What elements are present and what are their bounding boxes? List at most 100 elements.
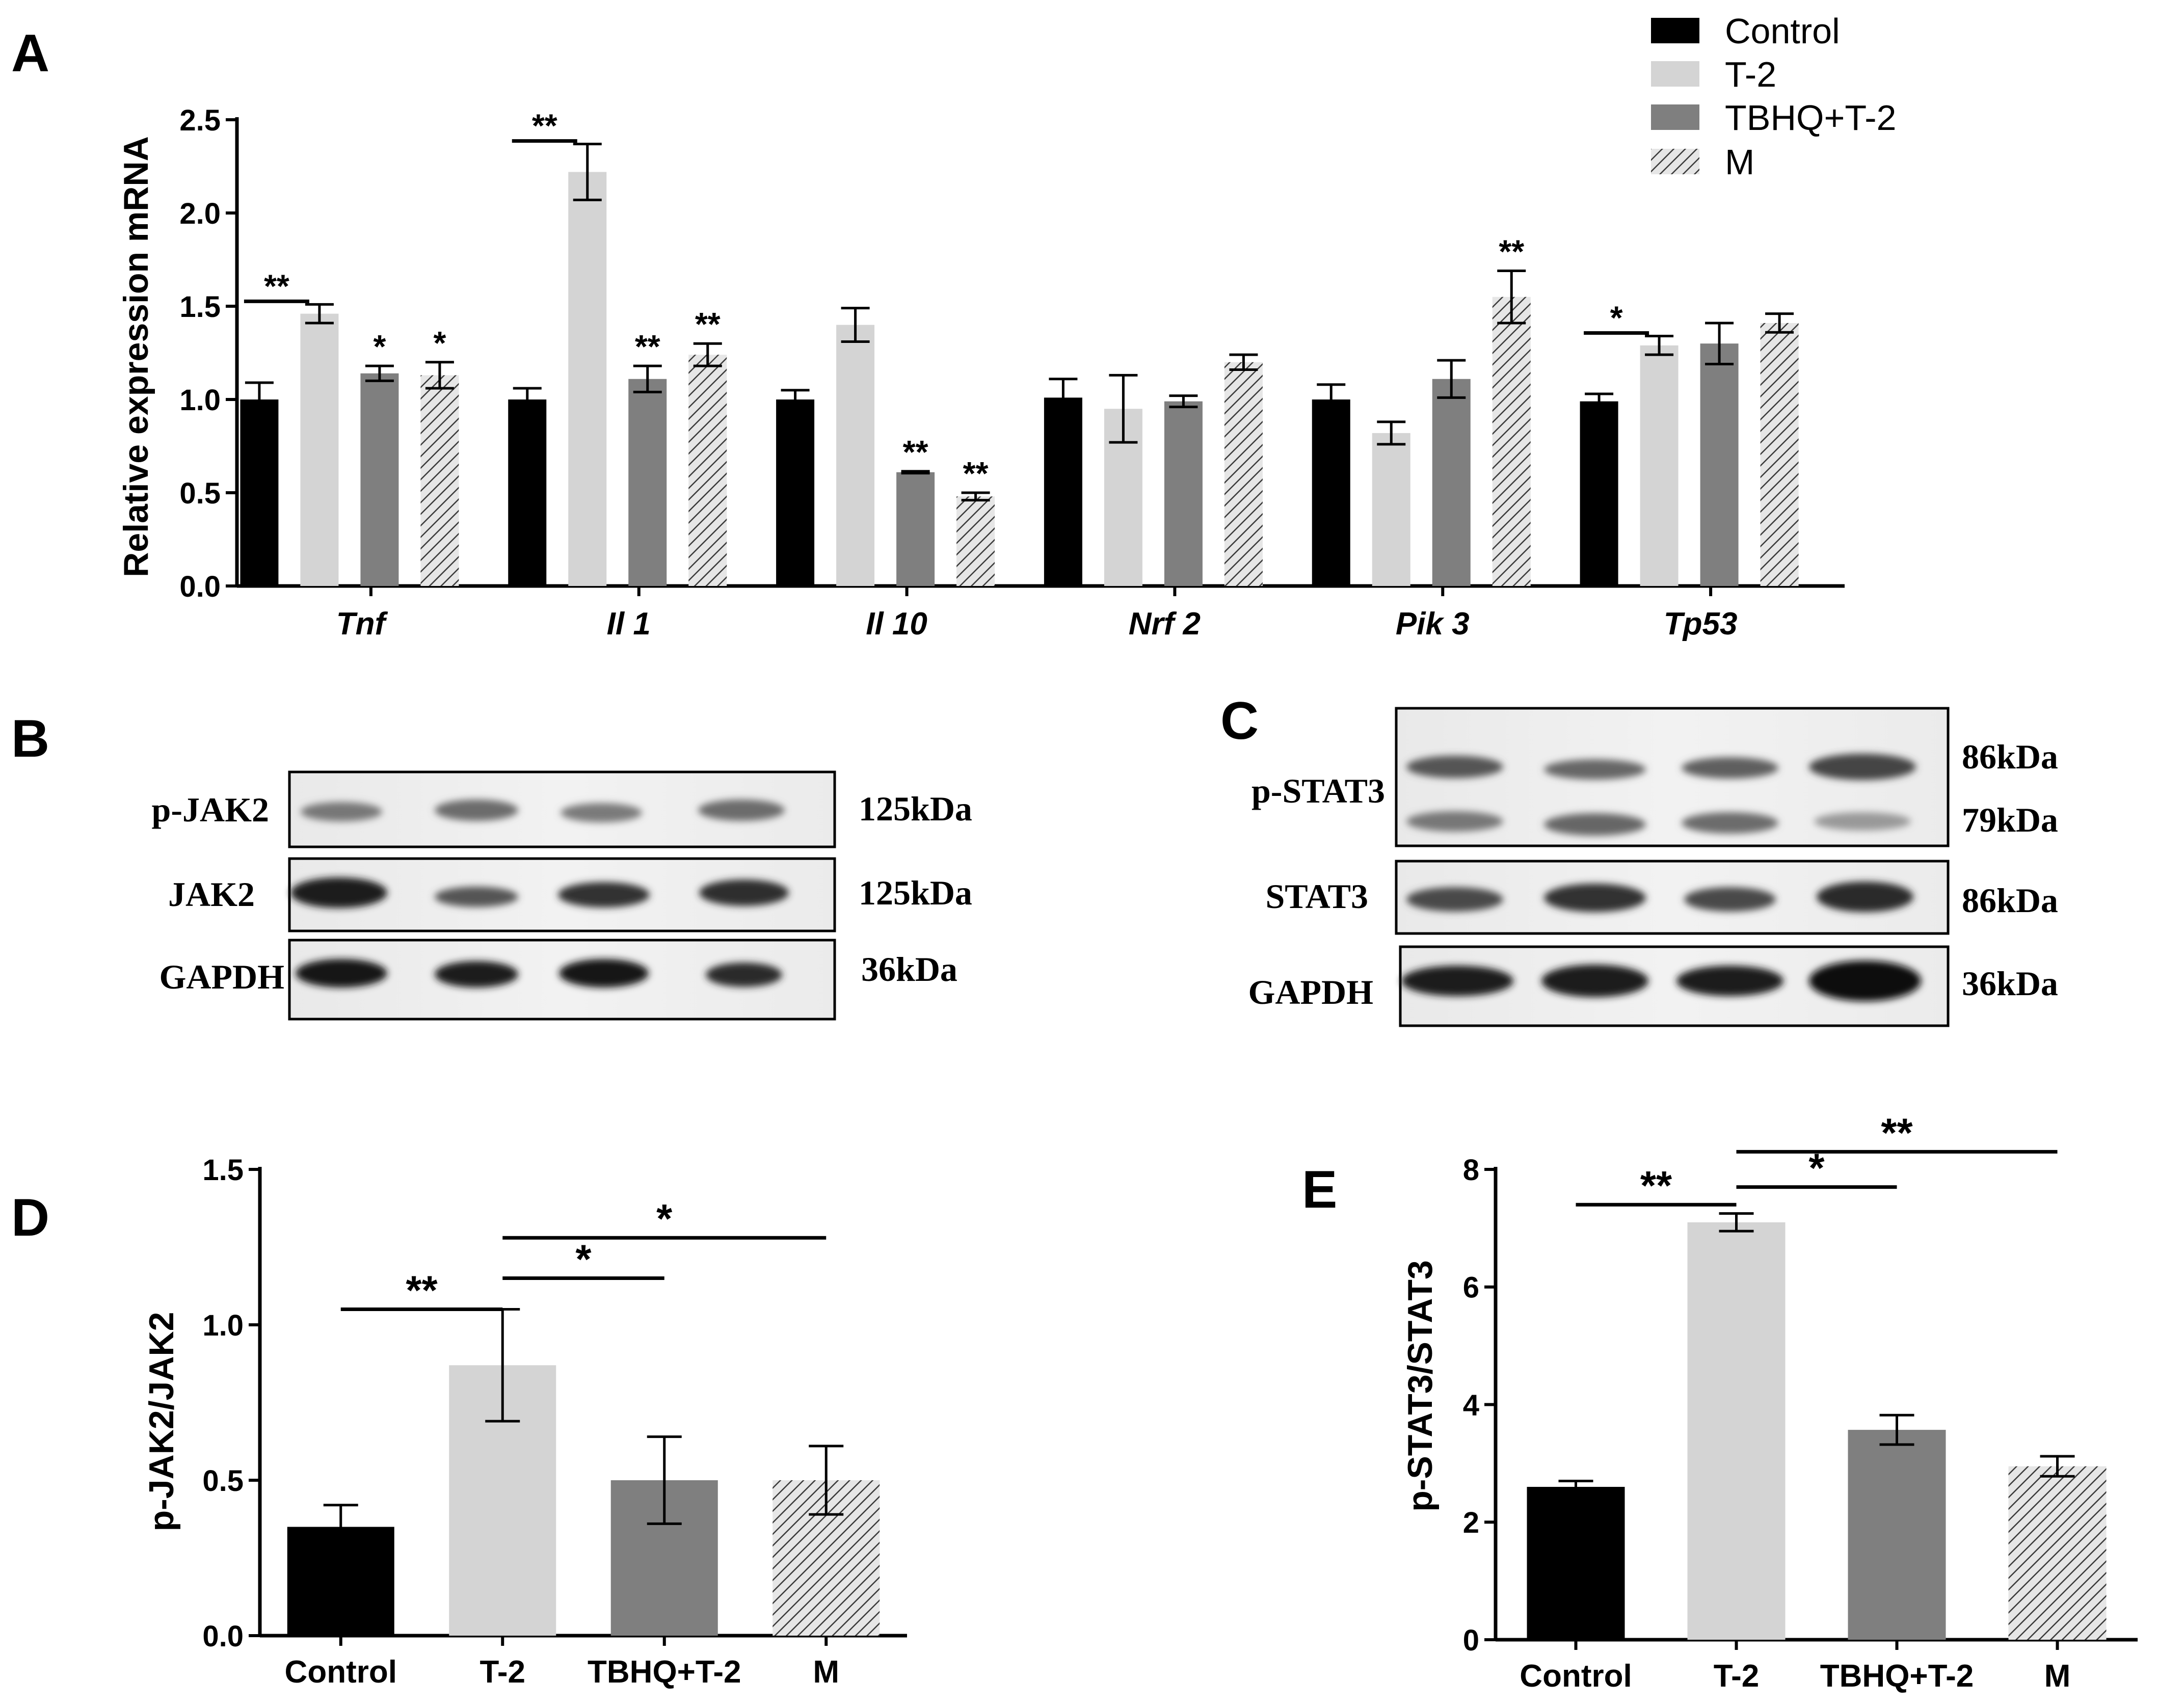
bar-m (1760, 323, 1799, 586)
x-category-label: Nrf 2 (1129, 606, 1201, 642)
legend-swatch-tbhq (1651, 104, 1699, 130)
bar-m (1492, 297, 1531, 586)
blot-b: p-JAK2 JAK2 GAPDH 125kDa 125kDa 36kDa (152, 770, 972, 1021)
x-category-label: Control (285, 1654, 397, 1690)
significance-mark: ** (1499, 233, 1524, 270)
blot-c-mw-86b: 86kDa (1962, 881, 2058, 920)
blot-c-band (1814, 812, 1911, 831)
chart-a-ylabel: Relative expression mRNA (117, 136, 155, 577)
chart-d-ylabel: p-JAK2/JAK2 (142, 1312, 181, 1532)
blot-c-label-stat3: STAT3 (1265, 877, 1368, 916)
y-tick-label: 0 (1463, 1624, 1479, 1657)
panel-label-a: A (11, 24, 49, 83)
panel-label-d: D (11, 1188, 49, 1247)
panel-label-c: C (1220, 691, 1259, 751)
legend-label-m: M (1725, 142, 1754, 182)
y-tick-label: 1.0 (202, 1309, 244, 1342)
significance-bracket-label: ** (406, 1268, 438, 1313)
y-tick-label: 2.0 (179, 197, 221, 230)
blot-b-mw-jak2: 125kDa (859, 873, 972, 912)
bar-m (2008, 1466, 2107, 1640)
blot-b-label-jak2: JAK2 (168, 875, 255, 914)
y-tick-label: 0.0 (179, 570, 221, 603)
chart-e-ylabel: p-STAT3/STAT3 (1401, 1260, 1440, 1512)
legend-label-t2: T-2 (1725, 55, 1776, 94)
bar-t-2 (568, 172, 607, 586)
significance-mark: ** (903, 434, 928, 470)
blot-b-band (559, 959, 649, 988)
blot-c-band (1541, 965, 1648, 997)
significance-bracket-label: ** (532, 108, 557, 144)
x-category-label: Tnf (336, 606, 388, 642)
y-tick-label: 6 (1463, 1271, 1479, 1304)
blot-c-band (1544, 884, 1646, 912)
blot-c-band (1544, 813, 1646, 836)
bar-control (508, 399, 547, 586)
legend: Control T-2 TBHQ+T-2 M (1651, 11, 1896, 182)
bar-control (776, 399, 815, 586)
blot-b-band (435, 887, 518, 907)
significance-mark: ** (695, 306, 721, 342)
x-category-label: Tp53 (1664, 606, 1738, 642)
blot-c: p-STAT3 STAT3 GAPDH 86kDa 79kDa 86kDa 36… (1248, 707, 2058, 1027)
blot-b-label-gapdh: GAPDH (159, 957, 284, 996)
x-category-label: TBHQ+T-2 (588, 1654, 741, 1690)
significance-bracket-label: ** (1881, 1110, 1913, 1155)
bar-m (688, 355, 727, 586)
significance-mark: * (373, 328, 386, 365)
y-tick-label: 8 (1463, 1154, 1479, 1187)
x-category-label: M (813, 1654, 839, 1690)
bar-t-2 (1372, 433, 1410, 586)
chart-e: p-STAT3/STAT3 0 2 4 6 8 Control T-2 TBHQ+T-2 M **… (1401, 1110, 2138, 1694)
blot-c-band (1544, 759, 1646, 780)
bar-tbhq-t-2 (896, 472, 935, 586)
significance-bracket-label: * (1610, 300, 1623, 336)
legend-swatch-control (1651, 18, 1699, 43)
x-category-label: T-2 (1714, 1659, 1760, 1694)
y-tick-label: 0.0 (202, 1620, 244, 1653)
x-category-label: TBHQ+T-2 (1820, 1659, 1974, 1694)
bar-m (956, 496, 995, 586)
x-category-label: Il 1 (607, 606, 651, 642)
blot-b-band (301, 802, 382, 821)
blot-c-band (1682, 812, 1778, 834)
blot-c-band (1809, 960, 1921, 1001)
bar-control (1580, 401, 1618, 586)
x-category-label: Il 10 (866, 606, 927, 642)
blot-c-band (1676, 966, 1783, 996)
blot-c-mw-86a: 86kDa (1962, 737, 2058, 776)
significance-mark: ** (963, 455, 989, 492)
bar-tbhq-t-2 (1432, 379, 1471, 586)
legend-label-control: Control (1725, 11, 1840, 51)
panel-label-e: E (1302, 1160, 1337, 1219)
blot-b-band (435, 799, 518, 821)
blot-b-band (558, 882, 650, 908)
x-category-label: Control (1520, 1659, 1632, 1694)
blot-b-band (706, 963, 782, 987)
y-tick-label: 4 (1463, 1389, 1479, 1422)
blot-c-band (1401, 966, 1513, 996)
bar-tbhq-t-2 (628, 379, 667, 586)
chart-a: Relative expression mRNA 0.0 0.5 1.0 1.5 2.0… (117, 104, 1845, 642)
bar-t-2 (300, 313, 339, 586)
bar-control (1527, 1487, 1625, 1640)
y-tick-label: 2 (1463, 1506, 1479, 1539)
blot-c-mw-79: 79kDa (1962, 800, 2058, 839)
blot-c-band (1406, 887, 1503, 912)
blot-c-label-pstat3: p-STAT3 (1251, 771, 1385, 810)
blot-b-band (699, 879, 789, 906)
x-category-label: Pik 3 (1396, 606, 1470, 642)
bar-t-2 (1687, 1222, 1786, 1640)
significance-mark: * (433, 325, 446, 361)
blot-c-band (1809, 754, 1916, 780)
y-tick-label: 1.5 (202, 1154, 244, 1187)
blot-b-band (290, 877, 387, 908)
bar-control (1312, 399, 1350, 586)
significance-bracket-label: ** (1640, 1163, 1672, 1208)
blot-c-label-gapdh: GAPDH (1248, 973, 1373, 1011)
blot-b-mw-gapdh: 36kDa (861, 950, 957, 989)
blot-c-band (1682, 757, 1778, 779)
y-tick-label: 1.5 (179, 290, 221, 324)
bar-tbhq-t-2 (1164, 401, 1203, 586)
